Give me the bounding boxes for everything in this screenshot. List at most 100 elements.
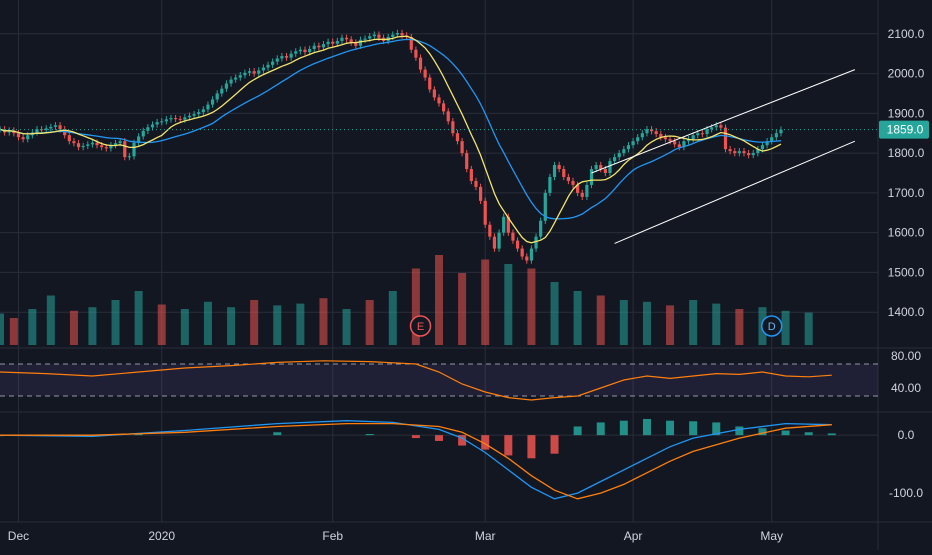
volume-bar <box>46 295 55 345</box>
candle-body <box>451 121 455 134</box>
volume-bar <box>458 273 467 345</box>
volume-bar <box>689 300 698 345</box>
candle-body <box>626 145 631 150</box>
event-marker <box>409 315 432 337</box>
candle-body <box>137 136 141 143</box>
candle-body <box>197 112 201 115</box>
last-price-badge <box>879 120 929 139</box>
volume-bar <box>365 300 374 345</box>
candle-body <box>428 77 432 90</box>
candle-body <box>705 129 709 135</box>
volume-bar <box>573 291 582 345</box>
volume-bar <box>504 264 513 345</box>
candle-body <box>321 44 326 48</box>
channel-line <box>614 140 856 244</box>
volume-bar <box>527 268 536 345</box>
macd-signal-line <box>0 422 832 500</box>
candle-body <box>446 111 450 122</box>
candle-body <box>317 45 321 48</box>
candle-body <box>358 39 363 46</box>
candle-body <box>39 129 44 131</box>
candle-body <box>497 232 501 249</box>
candle-body <box>543 192 547 221</box>
price-tick-label: 1500.0 <box>888 265 925 279</box>
rsi-tick-label: 40.00 <box>891 381 921 395</box>
candle-body <box>566 176 570 181</box>
candle-body <box>733 151 737 154</box>
volume-bar <box>435 255 443 345</box>
volume-bar <box>388 291 397 345</box>
candle-body <box>81 145 85 148</box>
candle-body <box>109 145 113 149</box>
candle-body <box>423 69 427 78</box>
rsi-line <box>0 360 832 401</box>
candle-body <box>474 180 478 187</box>
candle-body <box>53 125 58 127</box>
candle-body <box>104 147 108 149</box>
candle-body <box>631 141 635 146</box>
volume-bar <box>296 303 305 345</box>
candle-body <box>686 139 691 142</box>
candle-body <box>210 99 215 105</box>
macd-histogram-bar <box>642 418 651 436</box>
candle-body <box>668 139 672 142</box>
macd-histogram-bar <box>527 435 536 459</box>
candle-body <box>72 141 76 144</box>
candle-body <box>266 64 270 68</box>
volume-bar <box>134 291 143 345</box>
candle-body <box>617 153 621 158</box>
macd-layer <box>0 418 878 500</box>
macd-histogram-bar <box>781 430 790 436</box>
rsi-layer <box>0 360 878 401</box>
macd-histogram-bar <box>666 420 675 436</box>
candle-body <box>525 256 529 261</box>
candle-body <box>506 216 510 233</box>
volume-bar <box>0 313 4 345</box>
volume-bar <box>157 304 166 345</box>
candle-body <box>344 37 349 40</box>
macd-tick-label: 0.0 <box>898 428 915 442</box>
candle-body <box>49 126 53 129</box>
candle-body <box>298 49 302 52</box>
candle-body <box>284 56 289 58</box>
candle-body <box>539 220 543 237</box>
volume-bar <box>111 300 120 345</box>
candle-body <box>682 141 686 148</box>
price-tick-label: 2100.0 <box>888 27 925 41</box>
candle-body <box>354 42 358 46</box>
candle-body <box>326 41 330 45</box>
candle-body <box>719 125 723 128</box>
time-tick-label: Mar <box>475 529 496 543</box>
candle-body <box>183 117 187 120</box>
macd-histogram-bar <box>504 435 513 456</box>
candle-body <box>418 57 423 70</box>
candle-body <box>400 33 404 36</box>
candle-body <box>238 75 242 78</box>
candle-body <box>742 151 746 154</box>
candle-body <box>201 109 205 113</box>
candle-body <box>483 200 487 225</box>
volume-bar <box>735 309 744 345</box>
candle-body <box>622 149 626 154</box>
candle-body <box>206 104 210 110</box>
candle-body <box>340 37 344 41</box>
candle-body <box>123 141 127 158</box>
volume-bar <box>481 259 490 345</box>
candle-body <box>571 180 575 185</box>
candle-body <box>756 149 760 154</box>
volume-bar <box>180 309 189 345</box>
volume-bar <box>69 310 78 345</box>
macd-histogram-bar <box>573 426 582 436</box>
macd-histogram-bar <box>596 422 605 436</box>
candle-body <box>275 58 279 62</box>
time-tick-label: May <box>760 529 783 543</box>
candle-body <box>229 79 233 84</box>
candle-body <box>502 216 506 233</box>
candle-body <box>511 232 515 241</box>
candle-body <box>294 51 298 54</box>
candle-body <box>7 130 11 133</box>
event-marker-label: E <box>417 321 424 333</box>
macd-line <box>0 420 832 500</box>
